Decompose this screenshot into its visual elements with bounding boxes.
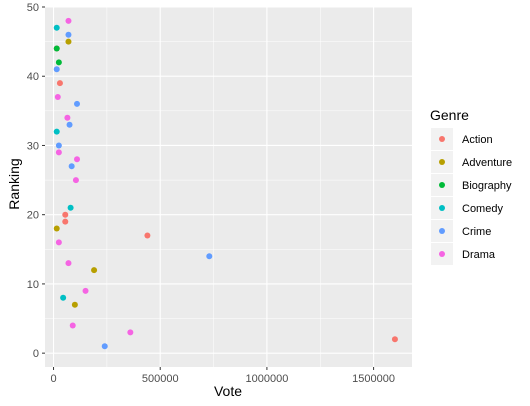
data-point-crime [101, 343, 108, 350]
y-tick-label: 20 [27, 210, 39, 222]
grid-major [45, 6, 412, 367]
data-points [53, 17, 398, 350]
legend-item-crime: Crime [431, 220, 491, 242]
plot-panel [45, 7, 412, 367]
data-point-drama [64, 114, 71, 121]
x-tick-label: 0 [50, 373, 56, 385]
data-point-biography [53, 45, 60, 52]
data-point-action [391, 336, 398, 343]
legend-item-comedy: Comedy [431, 197, 503, 219]
data-point-comedy [60, 294, 67, 301]
data-point-action [62, 211, 69, 218]
legend-label-action: Action [462, 134, 493, 146]
data-point-drama [65, 260, 72, 267]
y-axis-title: Ranking [6, 158, 22, 209]
data-point-biography [55, 59, 62, 66]
data-point-comedy [67, 204, 74, 211]
x-tick-label: 1000000 [245, 373, 288, 385]
data-point-crime [74, 100, 81, 107]
y-tick-label: 0 [33, 348, 39, 360]
data-point-action [144, 232, 151, 239]
data-point-crime [66, 121, 73, 128]
legend-marker-crime [439, 228, 445, 234]
data-point-adventure [53, 225, 60, 232]
legend-label-comedy: Comedy [462, 203, 503, 215]
legend-marker-adventure [439, 159, 445, 165]
legend-label-drama: Drama [462, 249, 496, 261]
legend-title: Genre [430, 107, 469, 123]
data-point-adventure [91, 267, 98, 274]
data-point-comedy [53, 24, 60, 31]
data-point-crime [65, 31, 72, 38]
data-point-drama [82, 287, 89, 294]
data-point-drama [55, 239, 62, 246]
data-point-action [56, 80, 63, 87]
data-point-adventure [71, 301, 78, 308]
x-axis-ticks: 0 500000 1000000 1500000 [50, 367, 395, 385]
legend-item-biography: Biography [431, 174, 512, 196]
data-point-adventure [65, 38, 72, 45]
grid-minor [45, 7, 412, 367]
legend-item-drama: Drama [431, 243, 496, 265]
legend-item-action: Action [431, 128, 493, 150]
legend-marker-biography [439, 182, 445, 188]
data-point-drama [72, 177, 79, 184]
data-point-comedy [53, 128, 60, 135]
data-point-crime [206, 253, 213, 260]
legend-marker-action [439, 136, 445, 142]
data-point-drama [69, 322, 76, 329]
data-point-drama [54, 94, 61, 100]
data-point-crime [68, 163, 75, 170]
legend-label-biography: Biography [462, 180, 512, 192]
y-tick-label: 10 [27, 279, 39, 291]
data-point-drama [55, 149, 62, 156]
y-tick-label: 30 [27, 140, 39, 152]
data-point-crime [55, 142, 62, 149]
x-tick-label: 1500000 [352, 373, 395, 385]
y-tick-label: 50 [27, 2, 39, 14]
data-point-drama [127, 329, 134, 336]
data-point-drama [65, 17, 72, 24]
y-axis-ticks: 0 10 20 30 40 50 [27, 2, 45, 360]
y-tick-label: 40 [27, 71, 39, 83]
data-point-action [62, 218, 69, 225]
data-point-crime [53, 66, 60, 73]
data-point-drama [74, 156, 81, 163]
x-tick-label: 500000 [142, 373, 179, 385]
legend-items: Action Adventure Biography Comedy Crime Drama [431, 128, 512, 265]
x-axis-title: Vote [214, 383, 242, 399]
legend-label-crime: Crime [462, 226, 491, 238]
legend-label-adventure: Adventure [462, 157, 512, 169]
legend-marker-comedy [439, 205, 445, 211]
legend: Genre Action Adventure Biography Comedy Crim… [430, 107, 512, 265]
legend-marker-drama [439, 251, 445, 257]
legend-item-adventure: Adventure [431, 151, 512, 173]
